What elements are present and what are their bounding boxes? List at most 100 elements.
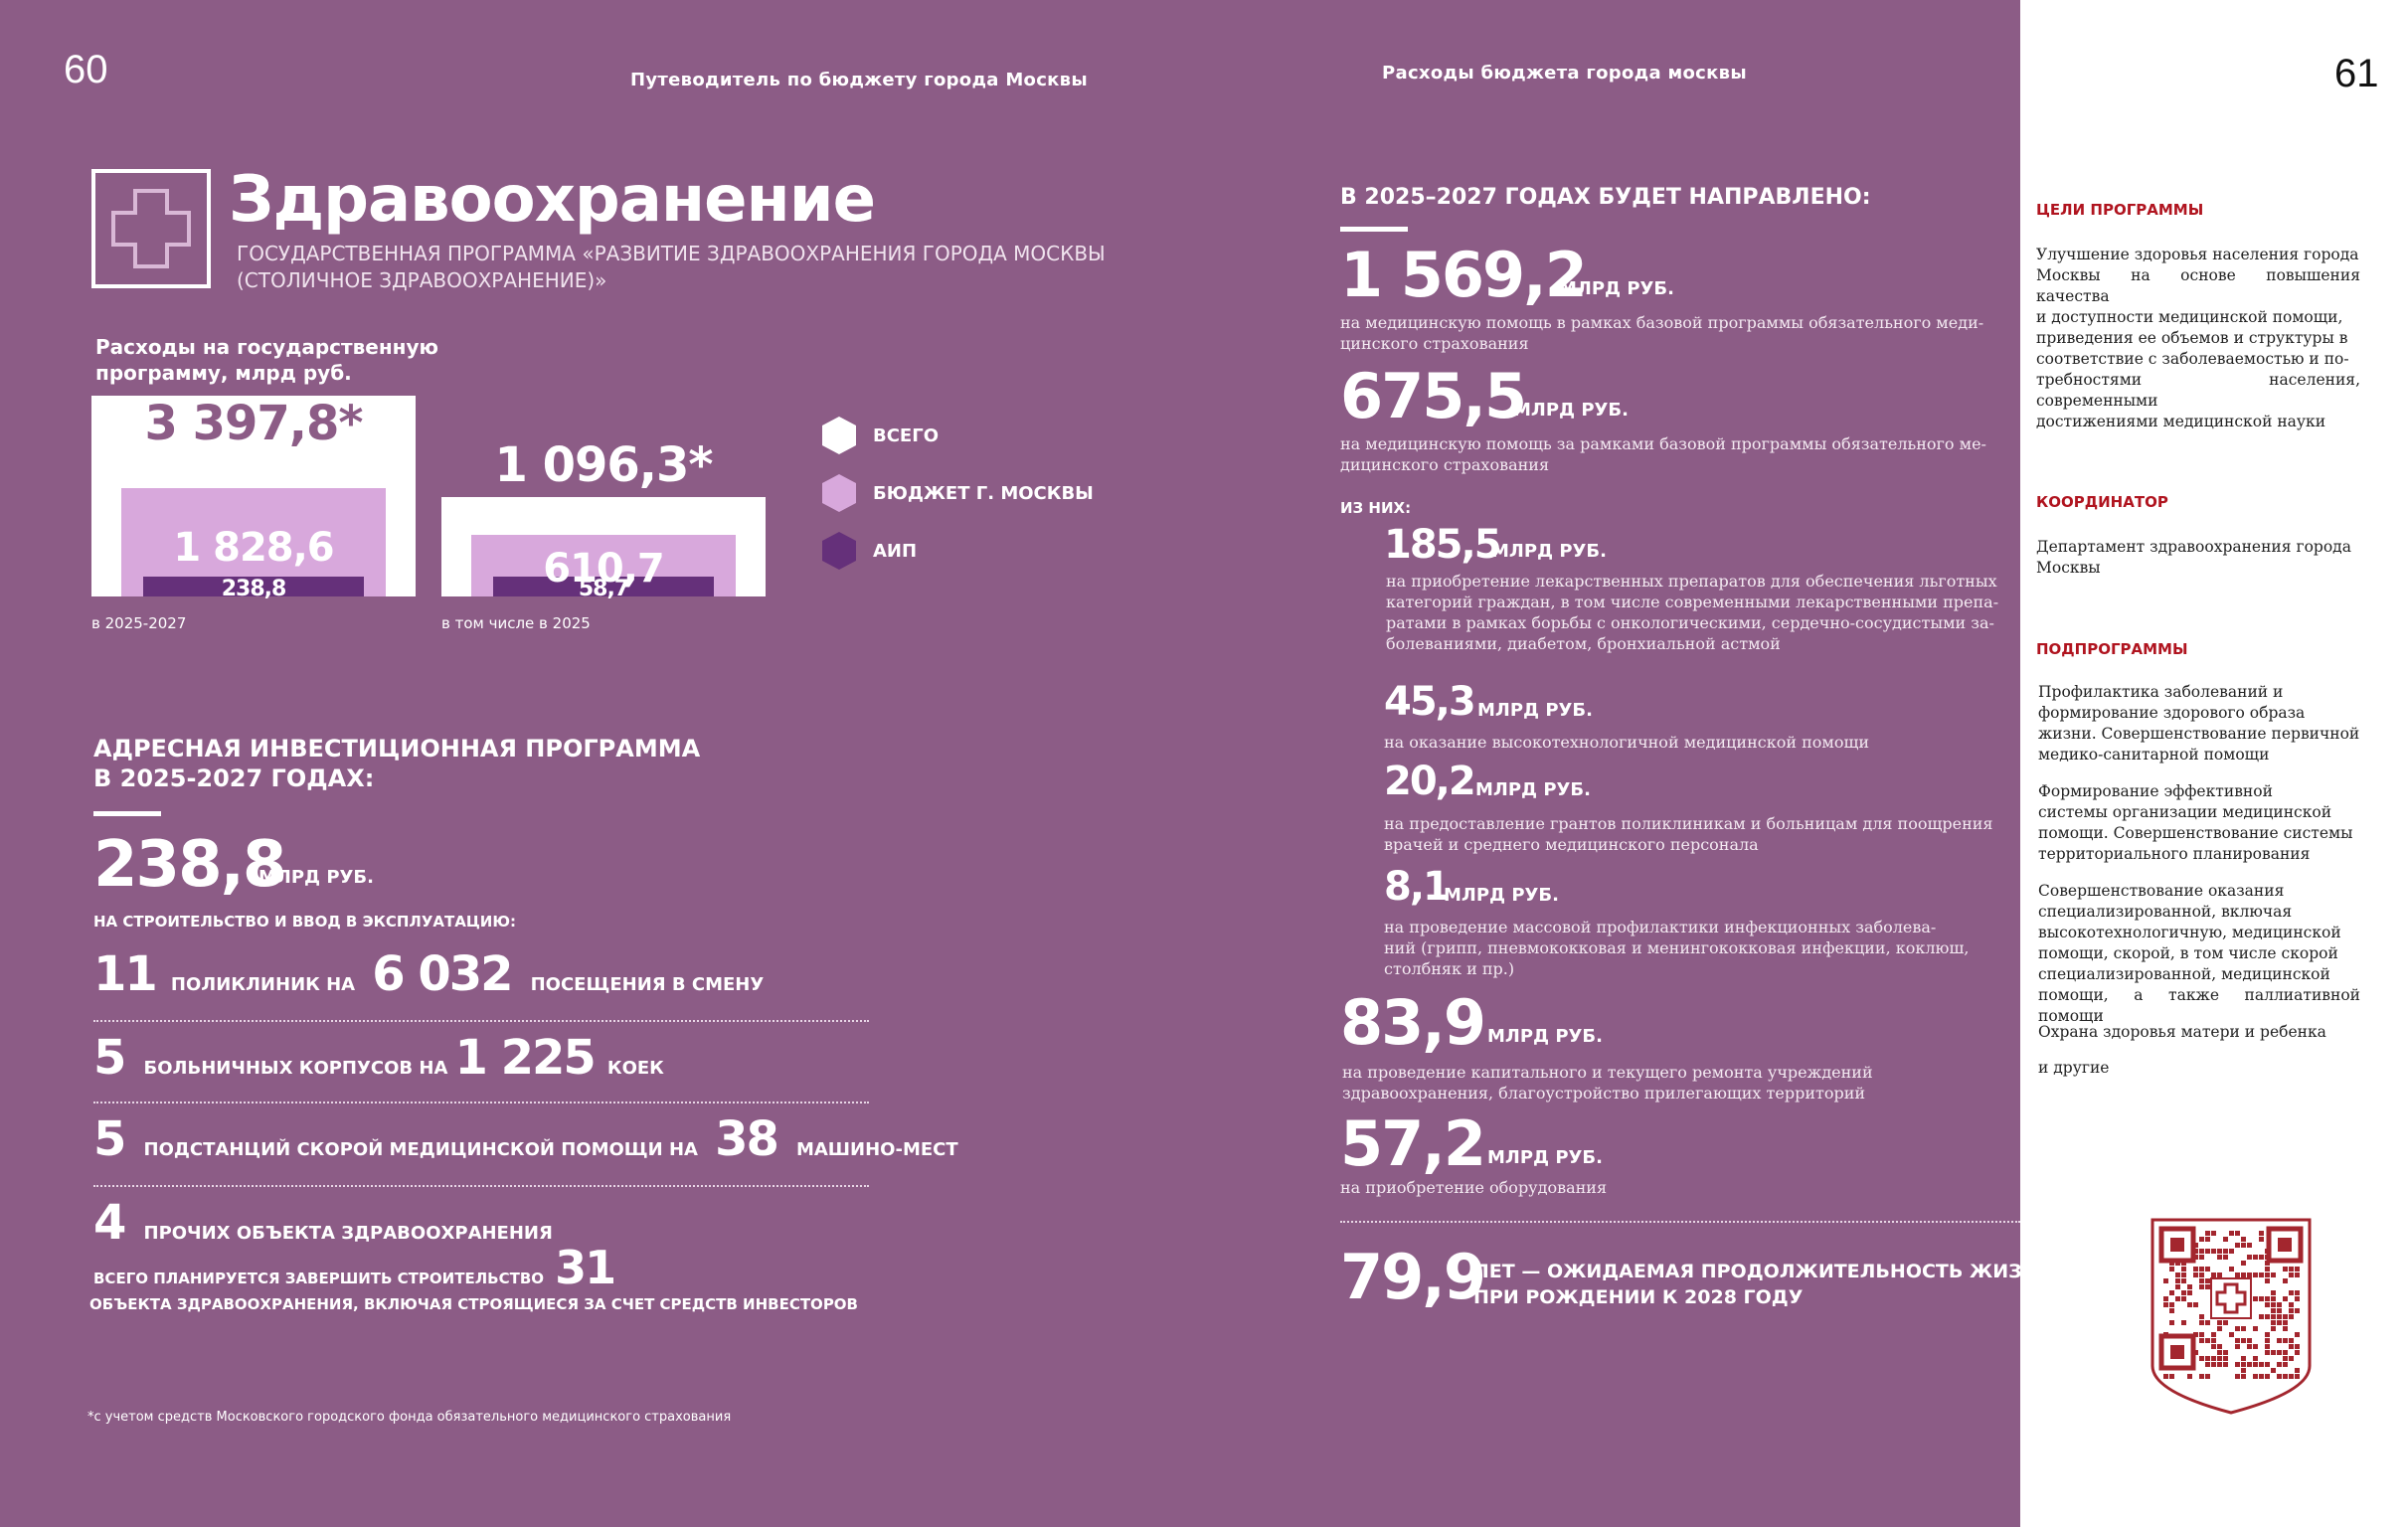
directed-note-line: на медицинскую помощь за рамками базовой… (1340, 434, 1986, 453)
aip-row-text: ПОДСТАНЦИЙ СКОРОЙ МЕДИЦИНСКОЙ ПОМОЩИ НА (143, 1139, 698, 1160)
subprogram-item: Профилактика заболеваний и формирование … (2038, 682, 2360, 765)
sub-value: 20,2 (1384, 759, 1476, 804)
sub-note-line: болеваниями, диабетом, бронхиальной астм… (1386, 634, 1781, 653)
aip-amount: 238,8 (93, 828, 286, 902)
data-label-aip: 58,7 (578, 577, 629, 601)
aip-row-other: 4 ПРОЧИХ ОБЪЕКТА ЗДРАВООХРАНЕНИЯ (93, 1199, 553, 1247)
coordinator-line: Департамент здравоохранения города (2036, 538, 2351, 556)
coordinator-text: Департамент здравоохранения города Москв… (2036, 537, 2360, 579)
directed-note: на медицинскую помощь в рамках базовой п… (1340, 312, 1983, 354)
sub-note: на приобретение лекарственных препаратов… (1386, 571, 1998, 654)
sub-note-line: на предоставление грантов поликлиникам и… (1384, 814, 1993, 833)
sub-value: 45,3 (1384, 679, 1476, 725)
aip-row-number-2: 1 225 (454, 1030, 596, 1086)
sub-unit: МЛРД РУБ. (1477, 700, 1593, 721)
subprogram-item: и другие (2038, 1059, 2110, 1077)
repair-note-line: на проведение капитального и текущего ре… (1342, 1063, 1873, 1082)
left-running-title: Путеводитель по бюджету города Москвы (630, 70, 1088, 90)
bar-aip (143, 577, 364, 596)
subprogram-line: территориального планирования (2038, 845, 2311, 863)
aip-plan-number: 31 (555, 1241, 616, 1294)
cross-icon (111, 189, 191, 268)
equipment-unit: МЛРД РУБ. (1487, 1147, 1603, 1168)
aip-row-text-2: МАШИНО-МЕСТ (795, 1139, 958, 1160)
sub-note-line: ратами в рамках борьбы с онкологическими… (1386, 613, 1994, 632)
sub-value: 8,1 (1384, 864, 1451, 910)
aip-row-number: 5 (93, 1030, 126, 1086)
qr-finder (2158, 1226, 2196, 1264)
aip-heading: АДРЕСНАЯ ИНВЕСТИЦИОННАЯ ПРОГРАММА В 2025… (93, 734, 700, 793)
directed-value: 1 569,2 (1340, 239, 1588, 311)
aip-heading-line2: В 2025-2027 ГОДАХ: (93, 764, 375, 792)
subprograms-title: ПОДПРОГРАММЫ (2036, 640, 2188, 658)
goals-line: соответствие с заболеваемостью и по- (2036, 350, 2349, 368)
purple-spread-background (0, 0, 2020, 1527)
legend-label: БЮДЖЕТ Г. МОСКВЫ (873, 483, 1094, 504)
subprogram-line: специализированной, медицинской (2038, 965, 2330, 983)
dotted-divider (93, 1185, 869, 1187)
sub-unit: МЛРД РУБ. (1475, 779, 1591, 800)
sub-note-line: категорий граждан, в том числе современн… (1386, 593, 1999, 611)
right-running-title: Расходы бюджета города москвы (1382, 63, 1747, 84)
sub-unit: МЛРД РУБ. (1444, 885, 1559, 906)
dotted-divider (93, 1020, 869, 1022)
goals-line: приведения ее объемов и структуры в (2036, 329, 2348, 347)
subprogram-item: Формирование эффективной системы организ… (2038, 781, 2360, 865)
directed-note: на медицинскую помощь за рамками базовой… (1340, 433, 1986, 475)
goals-line: Улучшение здоровья населения города (2036, 246, 2359, 263)
aip-row-text-2: ПОСЕЩЕНИЯ В СМЕНУ (530, 974, 765, 995)
subprogram-line: формирование здорового образа (2038, 704, 2306, 722)
sub-value: 185,5 (1384, 522, 1502, 568)
goals-line: требностями населения, современными (2036, 371, 2360, 410)
legend-hexagon-icon (822, 417, 856, 454)
goals-line: достижениями медицинской науки (2036, 413, 2326, 430)
subprogram-line: специализированной, включая (2038, 903, 2293, 921)
aip-row-text: БОЛЬНИЧНЫХ КОРПУСОВ НА (143, 1058, 448, 1079)
footnote: *с учетом средств Московского городского… (87, 1410, 732, 1425)
directed-note-line: цинского страхования (1340, 334, 1529, 353)
of-them-label: ИЗ НИХ: (1340, 499, 1412, 517)
aip-plan: ВСЕГО ПЛАНИРУЕТСЯ ЗАВЕРШИТЬ СТРОИТЕЛЬСТВ… (93, 1245, 616, 1290)
repair-value: 83,9 (1340, 986, 1486, 1059)
qr-code-shield[interactable] (2150, 1217, 2313, 1416)
chart-title-line2: программу, млрд руб. (95, 361, 352, 385)
aip-heading-line1: АДРЕСНАЯ ИНВЕСТИЦИОННАЯ ПРОГРАММА (93, 735, 701, 763)
repair-note-line: здравоохранения, благоустройство прилега… (1342, 1084, 1866, 1103)
subprogram-line: помощи. Совершенствование системы (2038, 824, 2353, 842)
category-label: в 2025-2027 (91, 614, 187, 632)
dotted-divider (93, 1102, 869, 1103)
aip-row-text: ПОЛИКЛИНИК НА (170, 974, 356, 995)
dotted-divider (1340, 1221, 2020, 1223)
data-label-total: 3 397,8* (144, 396, 363, 451)
sub-note: на оказание высокотехнологичной медицинс… (1384, 732, 1869, 753)
budget-chart: 3 397,8* 1 828,6 238,8 в 2025-2027 1 096,3* 6… (0, 0, 2020, 696)
data-label-aip: 238,8 (221, 577, 287, 601)
sub-note-line: на приобретение лекарственных препаратов… (1386, 572, 1997, 591)
qr-finder (2266, 1226, 2304, 1264)
medical-cross-icon (91, 169, 211, 288)
directed-unit: МЛРД РУБ. (1513, 400, 1629, 421)
qr-code-icon (2150, 1218, 2312, 1415)
life-expectancy-value: 79,9 (1340, 1241, 1486, 1313)
subprogram-line: системы организации медицинской (2038, 803, 2332, 821)
aip-row-hospitals: 5 БОЛЬНИЧНЫХ КОРПУСОВ НА 1 225 КОЕК (93, 1034, 664, 1082)
qr-finder (2158, 1333, 2196, 1371)
legend-label: ВСЕГО (873, 425, 939, 446)
sub-note-line: на проведение массовой профилактики инфе… (1384, 918, 1937, 936)
chart-title-line1: Расходы на государственную (95, 335, 438, 359)
aip-heading-rule (93, 811, 161, 816)
aip-purpose: НА СТРОИТЕЛЬСТВО И ВВОД В ЭКСПЛУАТАЦИЮ: (93, 913, 516, 931)
equipment-note: на приобретение оборудования (1340, 1178, 1608, 1197)
coordinator-line: Москвы (2036, 559, 2101, 577)
left-page-number: 60 (64, 48, 108, 91)
sub-note-line: на оказание высокотехнологичной медицинс… (1384, 733, 1869, 752)
subprogram-item: Совершенствование оказания специализиров… (2038, 881, 2360, 1027)
aip-plan-text-2: ОБЪЕКТА ЗДРАВООХРАНЕНИЯ, ВКЛЮЧАЯ СТРОЯЩИ… (89, 1295, 858, 1313)
life-expectancy-text: ЛЕТ — ОЖИДАЕМАЯ ПРОДОЛЖИТЕЛЬНОСТЬ ЖИЗНИ … (1473, 1259, 2053, 1310)
subprogram-line: жизни. Совершенствование первичной (2038, 725, 2360, 743)
program-subtitle: ГОСУДАРСТВЕННАЯ ПРОГРАММА «РАЗВИТИЕ ЗДРА… (237, 241, 1106, 294)
aip-row-text-2: КОЕК (606, 1058, 664, 1079)
data-label-budget: 610,7 (543, 546, 665, 592)
life-expectancy-line: ЛЕТ — ОЖИДАЕМАЯ ПРОДОЛЖИТЕЛЬНОСТЬ ЖИЗНИ (1473, 1261, 2054, 1282)
directed-heading: В 2025–2027 ГОДАХ БУДЕТ НАПРАВЛЕНО: (1340, 185, 1871, 210)
